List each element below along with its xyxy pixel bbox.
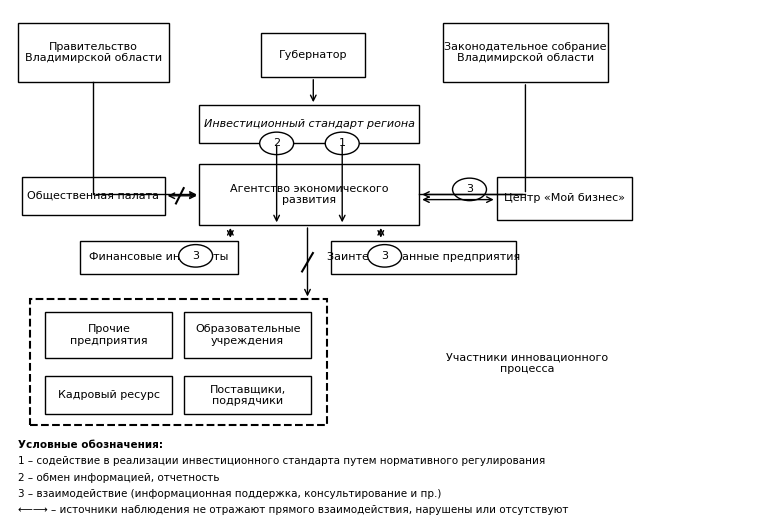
Text: Кадровый ресурс: Кадровый ресурс <box>57 390 160 400</box>
FancyBboxPatch shape <box>261 33 365 77</box>
Text: 3: 3 <box>192 251 199 261</box>
FancyBboxPatch shape <box>200 105 420 144</box>
Text: Правительство
Владимирской области: Правительство Владимирской области <box>25 42 162 63</box>
Text: Законодательное собрание
Владимирской области: Законодательное собрание Владимирской об… <box>444 42 607 63</box>
Text: Прочие
предприятия: Прочие предприятия <box>70 324 148 346</box>
Text: 2 – обмен информацией, отчетность: 2 – обмен информацией, отчетность <box>18 473 220 483</box>
FancyBboxPatch shape <box>200 164 420 225</box>
Text: Общественная палата: Общественная палата <box>27 191 159 201</box>
Circle shape <box>452 178 486 201</box>
Circle shape <box>260 132 294 154</box>
Circle shape <box>179 244 213 267</box>
Text: 3 – взаимодействие (информационная поддержка, консультирование и пр.): 3 – взаимодействие (информационная подде… <box>18 489 441 499</box>
Text: 1: 1 <box>339 138 346 148</box>
Text: Поставщики,
подрядчики: Поставщики, подрядчики <box>210 384 286 406</box>
FancyBboxPatch shape <box>18 23 169 82</box>
Text: 1 – содействие в реализации инвестиционного стандарта путем нормативного регулир: 1 – содействие в реализации инвестиционн… <box>18 456 545 466</box>
FancyBboxPatch shape <box>45 312 172 358</box>
Text: 2: 2 <box>273 138 280 148</box>
Text: Центр «Мой бизнес»: Центр «Мой бизнес» <box>503 193 625 203</box>
FancyBboxPatch shape <box>184 312 312 358</box>
Text: Заинтересованные предприятия: Заинтересованные предприятия <box>326 252 520 262</box>
Text: Условные обозначения:: Условные обозначения: <box>18 440 163 450</box>
Text: 3: 3 <box>466 185 473 194</box>
Text: Образовательные
учреждения: Образовательные учреждения <box>195 324 301 346</box>
FancyBboxPatch shape <box>22 177 165 215</box>
Circle shape <box>326 132 359 154</box>
FancyBboxPatch shape <box>80 241 238 274</box>
Text: Финансовые институты: Финансовые институты <box>89 252 228 262</box>
FancyBboxPatch shape <box>331 241 516 274</box>
FancyBboxPatch shape <box>497 177 632 220</box>
Text: ⟵⟶ – источники наблюдения не отражают прямого взаимодействия, нарушены или отсут: ⟵⟶ – источники наблюдения не отражают пр… <box>18 505 569 515</box>
FancyBboxPatch shape <box>45 376 172 414</box>
Text: Агентство экономического
развития: Агентство экономического развития <box>230 184 388 205</box>
Text: Инвестиционный стандарт региона: Инвестиционный стандарт региона <box>204 119 415 129</box>
Text: Губернатор: Губернатор <box>279 50 347 60</box>
FancyBboxPatch shape <box>442 23 608 82</box>
Text: 3: 3 <box>382 251 388 261</box>
FancyBboxPatch shape <box>184 376 312 414</box>
Circle shape <box>368 244 402 267</box>
Text: Участники инновационного
процесса: Участники инновационного процесса <box>446 353 608 374</box>
